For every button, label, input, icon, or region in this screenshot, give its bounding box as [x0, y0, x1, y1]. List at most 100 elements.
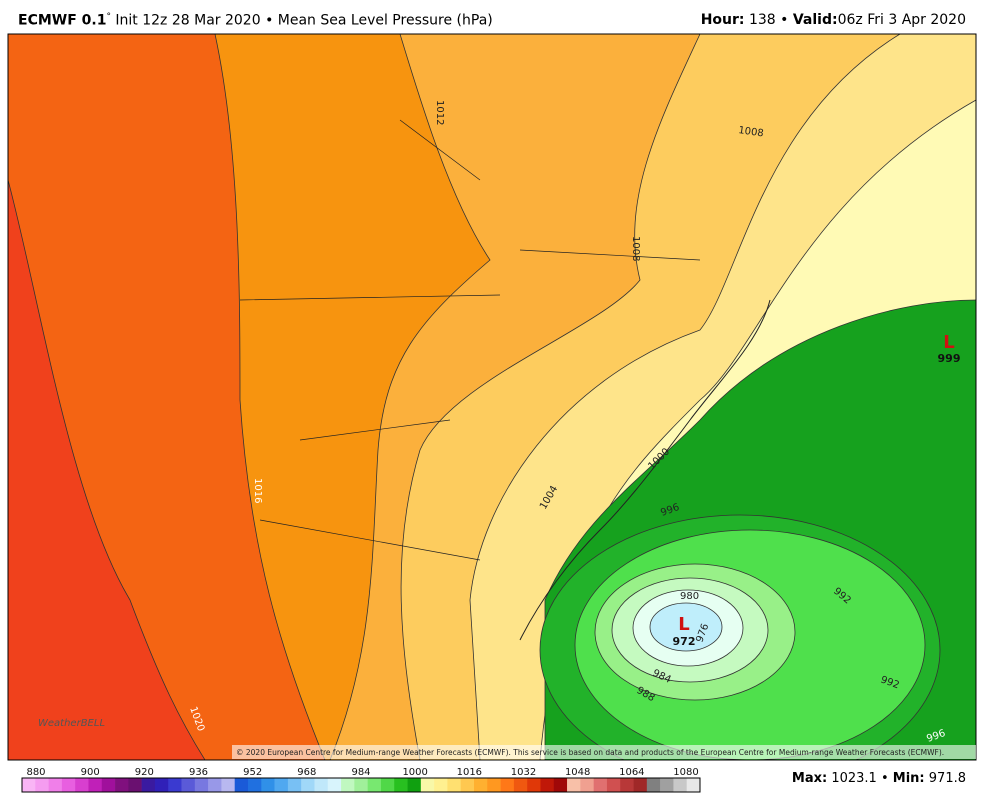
colorbar-tick-label: 936 — [189, 767, 208, 778]
colorbar-swatch — [620, 778, 634, 792]
credit: © 2020 European Centre for Medium-range … — [236, 748, 944, 757]
colorbar-swatch — [48, 778, 63, 792]
contour-label: 980 — [680, 591, 699, 602]
colorbar-swatch — [194, 778, 209, 792]
colorbar-tick-label: 920 — [135, 767, 154, 778]
colorbar-swatch — [380, 778, 395, 792]
coastline — [519, 299, 771, 641]
low-value: 999 — [938, 352, 961, 365]
hour-label: Hour: — [700, 12, 745, 28]
colorbar-swatch — [394, 778, 408, 792]
colorbar-swatch — [593, 778, 608, 792]
colorbar-tick-label: 880 — [26, 767, 45, 778]
colorbar-swatch — [341, 778, 355, 792]
colorbar-frame — [21, 777, 701, 793]
colorbar-swatch — [487, 778, 501, 792]
colorbar-swatch — [513, 778, 528, 792]
max-label: Max: — [791, 771, 828, 786]
colorbar-swatch — [553, 778, 568, 792]
colorbar-swatch — [208, 778, 222, 792]
region-1020 — [8, 179, 206, 760]
colorbar-swatch — [606, 778, 621, 792]
colorbar-swatch — [314, 778, 329, 792]
min-label: Min: — [892, 771, 925, 786]
sep: • — [780, 12, 789, 28]
min: 971.8 — [928, 771, 966, 786]
colorbar-swatch — [61, 778, 76, 792]
colorbar-swatch — [22, 778, 36, 792]
valid: 06z Fri 3 Apr 2020 — [837, 12, 966, 28]
colorbar-swatch — [686, 778, 701, 792]
colorbar-swatch — [407, 778, 422, 792]
colorbar-swatch — [460, 778, 475, 792]
colorbar-swatch — [646, 778, 661, 792]
init: Init 12z 28 Mar 2020 — [115, 12, 261, 29]
borders — [239, 119, 701, 561]
colorbar-swatch — [287, 778, 302, 792]
colorbar: 880 900 920 936 952 968 984 1000 1016 1032 1048 106… — [21, 767, 701, 793]
footer: Max: 1023.1 • Min: 971.8 — [792, 771, 966, 786]
colorbar-tick-label: 1032 — [511, 767, 536, 778]
colorbar-swatch — [580, 778, 594, 792]
low-symbol: L — [678, 614, 689, 635]
colorbar-swatch — [101, 778, 116, 792]
low-value: 972 — [673, 635, 696, 648]
colorbar-swatch — [261, 778, 275, 792]
colorbar-swatch — [633, 778, 648, 792]
sep: • — [880, 771, 889, 786]
colorbar-swatch — [500, 778, 515, 792]
colorbar-swatch — [527, 778, 541, 792]
colorbar-swatch — [154, 778, 169, 792]
map-frame — [7, 33, 977, 761]
contour-label: 1016 — [252, 478, 263, 503]
region-972-976 — [649, 602, 723, 652]
colorbar-swatch — [75, 778, 89, 792]
contour-label: 1008 — [738, 125, 765, 139]
product: Mean Sea Level Pressure (hPa) — [277, 12, 493, 29]
hour: 138 — [748, 12, 776, 28]
colorbar-swatch — [274, 778, 289, 792]
colorbar-swatch — [181, 778, 196, 792]
colorbar-tick-label: 984 — [351, 767, 370, 778]
colorbar-tick-label: 1000 — [402, 767, 427, 778]
valid-label: Valid: — [792, 12, 838, 28]
sep: • — [265, 12, 274, 29]
logo: WeatherBELL — [38, 718, 105, 729]
colorbar-swatch — [420, 778, 435, 792]
colorbar-tick-label: 900 — [81, 767, 100, 778]
colorbar-swatch — [367, 778, 382, 792]
colorbar-swatch — [567, 778, 581, 792]
contour-label: 1008 — [630, 236, 641, 261]
degree: ° — [106, 12, 111, 22]
colorbar-tick-label: 968 — [297, 767, 316, 778]
header-left: ECMWF 0.1° Init 12z 28 Mar 2020 • Mean S… — [18, 12, 493, 29]
colorbar-swatch — [434, 778, 448, 792]
colorbar-swatch — [221, 778, 236, 792]
colorbar-swatch — [234, 778, 249, 792]
colorbar-tick-label: 1064 — [619, 767, 644, 778]
colorbar-swatch — [35, 778, 49, 792]
colorbar-swatch — [301, 778, 315, 792]
colorbar-swatch — [141, 778, 156, 792]
colorbar-tick-label: 1016 — [457, 767, 482, 778]
colorbar-swatch — [327, 778, 342, 792]
header-right: Hour: 138 • Valid:06z Fri 3 Apr 2020 — [701, 12, 966, 28]
colorbar-tick-label: 1048 — [565, 767, 590, 778]
colorbar-swatch — [168, 778, 182, 792]
low-symbol: L — [943, 332, 954, 353]
colorbar-swatch — [115, 778, 129, 792]
colorbar-swatch — [447, 778, 462, 792]
model: ECMWF 0.1 — [18, 12, 107, 29]
colorbar-swatch — [673, 778, 688, 792]
max: 1023.1 — [831, 771, 877, 786]
colorbar-swatch — [354, 778, 368, 792]
contour-label: 1012 — [434, 100, 445, 125]
colorbar-swatch — [540, 778, 555, 792]
colorbar-swatch — [88, 778, 103, 792]
colorbar-swatch — [660, 778, 674, 792]
colorbar-swatch — [248, 778, 262, 792]
colorbar-tick-label: 952 — [243, 767, 262, 778]
colorbar-swatch — [474, 778, 488, 792]
credit-bg — [232, 745, 976, 759]
